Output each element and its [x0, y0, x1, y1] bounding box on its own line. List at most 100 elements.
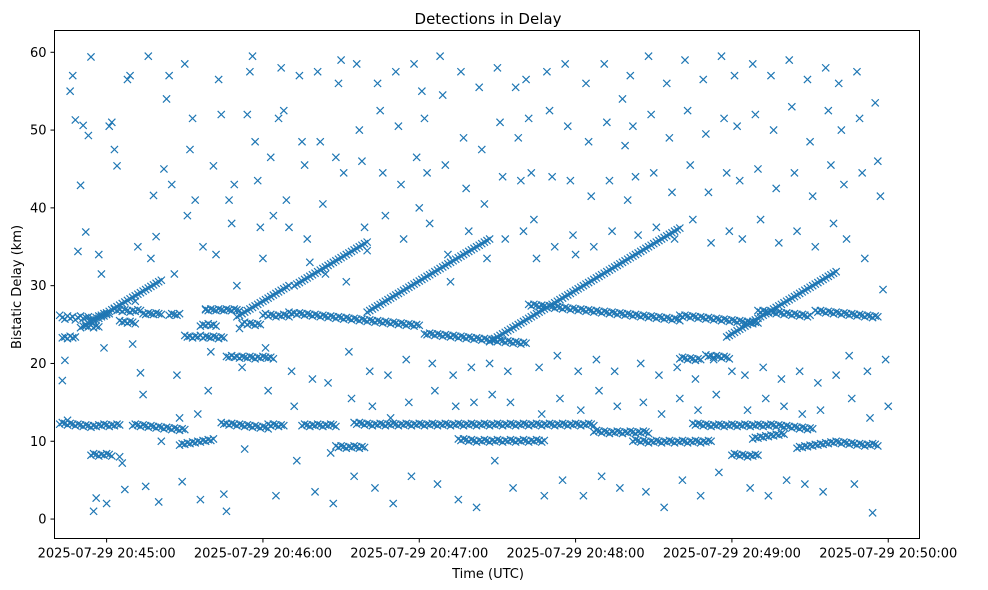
- data-point: [787, 102, 796, 111]
- data-point: [357, 315, 366, 324]
- data-point: [759, 306, 768, 315]
- data-point: [511, 83, 520, 92]
- data-point: [154, 497, 163, 506]
- data-point: [92, 494, 101, 503]
- data-point: [248, 52, 257, 61]
- data-point: [631, 435, 640, 444]
- data-point: [331, 422, 340, 431]
- data-point: [782, 308, 791, 317]
- data-point: [350, 314, 359, 323]
- data-point: [873, 441, 882, 450]
- data-point: [394, 122, 403, 131]
- data-point: [865, 413, 875, 422]
- data-point: [316, 137, 325, 146]
- data-point: [730, 449, 739, 458]
- data-point: [235, 420, 244, 429]
- data-point: [113, 161, 122, 170]
- data-point: [412, 320, 421, 329]
- data-point: [373, 79, 382, 88]
- data-point: [480, 435, 489, 444]
- data-point: [352, 59, 361, 68]
- data-point: [407, 472, 416, 481]
- data-point: [608, 308, 617, 317]
- data-point: [592, 355, 601, 364]
- data-point: [141, 482, 150, 491]
- data-point: [214, 304, 223, 314]
- data-point: [311, 487, 320, 496]
- data-point: [868, 439, 877, 448]
- data-point: [451, 402, 460, 411]
- data-point: [58, 376, 67, 385]
- x-axis: 2025-07-29 20:45:00 2025-07-29 20:46:00 20…: [38, 538, 957, 562]
- data-point: [355, 418, 364, 427]
- data-point: [342, 277, 351, 286]
- data-point: [571, 419, 580, 428]
- data-point: [545, 419, 554, 428]
- data-point: [277, 420, 286, 429]
- data-point: [727, 367, 736, 376]
- data-point: [819, 487, 828, 496]
- data-point: [258, 422, 267, 431]
- data-point: [501, 234, 510, 244]
- data-point: [725, 354, 734, 363]
- data-point: [735, 176, 744, 185]
- data-point: [826, 161, 835, 170]
- data-point: [295, 308, 304, 317]
- data-point: [269, 354, 278, 363]
- data-point: [868, 508, 877, 517]
- data-point: [475, 83, 484, 92]
- data-point: [232, 305, 241, 314]
- data-point: [639, 436, 648, 445]
- data-point: [188, 114, 197, 123]
- data-point: [639, 311, 648, 320]
- data-point: [329, 499, 338, 508]
- data-point: [506, 419, 515, 428]
- data-point: [568, 231, 578, 240]
- data-point: [180, 425, 189, 434]
- data-point: [641, 487, 650, 496]
- data-point: [287, 367, 296, 376]
- data-point: [727, 420, 736, 429]
- data-point: [704, 313, 713, 322]
- data-point: [467, 435, 476, 444]
- data-point: [824, 106, 833, 115]
- data-point: [798, 310, 807, 319]
- data-point: [232, 281, 241, 290]
- data-points: [55, 52, 893, 517]
- data-point: [665, 133, 674, 142]
- data-point: [469, 398, 478, 407]
- data-point: [803, 75, 812, 84]
- data-point: [527, 168, 536, 177]
- data-point: [756, 215, 765, 224]
- data-point: [313, 420, 322, 429]
- data-point: [506, 398, 515, 407]
- data-point: [410, 59, 419, 68]
- data-point: [300, 420, 309, 429]
- data-point: [654, 312, 663, 321]
- data-point: [204, 386, 213, 395]
- data-point: [318, 311, 327, 320]
- data-point: [878, 285, 888, 294]
- data-point: [350, 472, 359, 481]
- data-point: [113, 420, 122, 429]
- data-point: [503, 367, 512, 376]
- data-point: [60, 356, 69, 365]
- data-point: [626, 71, 635, 80]
- data-point: [284, 223, 294, 232]
- data-point: [876, 192, 885, 201]
- data-point: [561, 303, 570, 312]
- data-point: [230, 304, 239, 314]
- data-point: [759, 363, 768, 372]
- data-point: [355, 126, 364, 135]
- data-point: [740, 420, 749, 429]
- data-point: [686, 161, 695, 170]
- data-point: [490, 456, 499, 465]
- x-tick-label: 2025-07-29 20:45:00: [38, 547, 176, 562]
- data-point: [581, 79, 591, 88]
- data-point: [279, 310, 288, 319]
- data-point: [183, 211, 192, 220]
- data-point: [318, 199, 327, 209]
- data-point: [425, 329, 434, 338]
- data-point: [613, 427, 622, 436]
- data-point: [779, 430, 789, 439]
